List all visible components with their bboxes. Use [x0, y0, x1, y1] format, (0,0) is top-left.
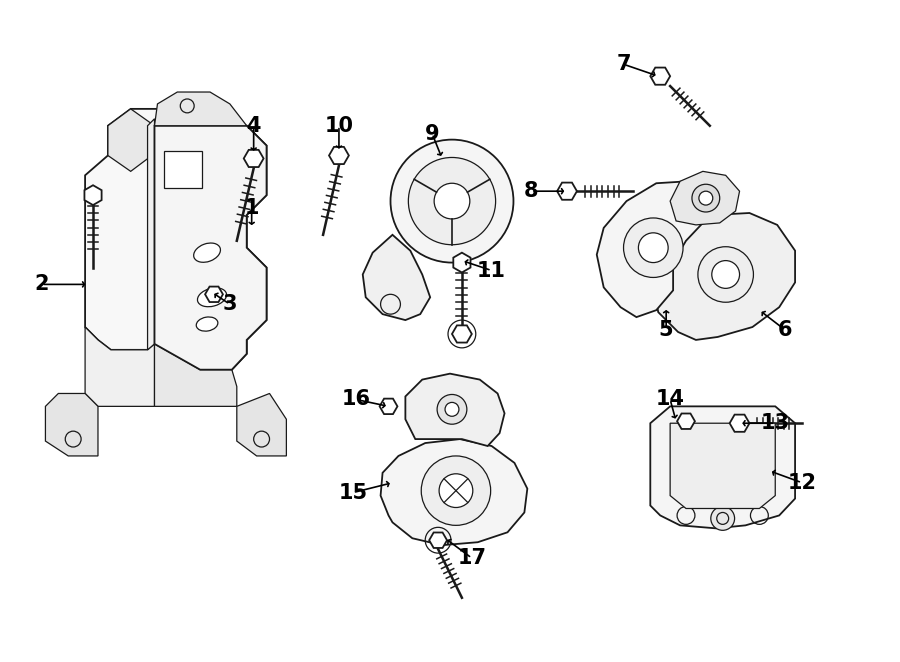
Polygon shape: [205, 287, 223, 302]
Polygon shape: [363, 235, 430, 320]
Polygon shape: [148, 118, 155, 350]
Polygon shape: [452, 326, 472, 342]
Polygon shape: [45, 393, 98, 456]
Polygon shape: [380, 399, 398, 414]
Polygon shape: [653, 213, 795, 340]
Polygon shape: [237, 393, 286, 456]
Polygon shape: [670, 171, 740, 225]
Circle shape: [711, 506, 734, 530]
FancyBboxPatch shape: [165, 150, 202, 188]
Ellipse shape: [197, 288, 227, 307]
Text: 17: 17: [457, 548, 486, 568]
Circle shape: [439, 474, 472, 508]
Polygon shape: [651, 68, 670, 85]
Polygon shape: [86, 327, 155, 406]
Polygon shape: [155, 344, 237, 406]
Circle shape: [638, 233, 668, 263]
Circle shape: [437, 395, 467, 424]
Text: 12: 12: [788, 473, 816, 493]
Circle shape: [434, 183, 470, 219]
Polygon shape: [329, 147, 349, 164]
Circle shape: [698, 247, 753, 303]
Polygon shape: [454, 253, 471, 273]
Circle shape: [699, 191, 713, 205]
Polygon shape: [557, 183, 577, 200]
Polygon shape: [677, 414, 695, 429]
Polygon shape: [86, 109, 266, 369]
Text: 14: 14: [655, 389, 685, 409]
Text: 7: 7: [616, 54, 631, 74]
Circle shape: [712, 261, 740, 289]
Ellipse shape: [194, 243, 220, 262]
Text: 6: 6: [778, 320, 792, 340]
Polygon shape: [381, 439, 527, 545]
Polygon shape: [108, 109, 155, 171]
Text: 16: 16: [341, 389, 370, 409]
Polygon shape: [651, 406, 795, 528]
Circle shape: [692, 184, 720, 212]
Polygon shape: [244, 150, 264, 167]
Circle shape: [409, 158, 496, 245]
Text: 5: 5: [659, 320, 673, 340]
Text: 9: 9: [425, 124, 439, 144]
Polygon shape: [429, 532, 447, 548]
Circle shape: [624, 218, 683, 277]
Text: 13: 13: [760, 413, 789, 433]
Circle shape: [421, 456, 491, 526]
Text: 1: 1: [245, 198, 259, 218]
Polygon shape: [155, 126, 266, 369]
Polygon shape: [597, 181, 703, 317]
Circle shape: [445, 402, 459, 416]
Polygon shape: [85, 185, 102, 205]
Text: 10: 10: [324, 116, 354, 136]
Text: 4: 4: [247, 116, 261, 136]
Circle shape: [391, 140, 514, 263]
Text: 2: 2: [34, 274, 49, 295]
Text: 15: 15: [338, 483, 367, 502]
Polygon shape: [730, 414, 750, 432]
Ellipse shape: [196, 317, 218, 331]
Polygon shape: [155, 92, 247, 126]
Text: 11: 11: [477, 261, 506, 281]
Text: 3: 3: [222, 294, 237, 314]
Polygon shape: [405, 373, 505, 446]
Text: 8: 8: [524, 181, 538, 201]
Polygon shape: [670, 423, 775, 508]
